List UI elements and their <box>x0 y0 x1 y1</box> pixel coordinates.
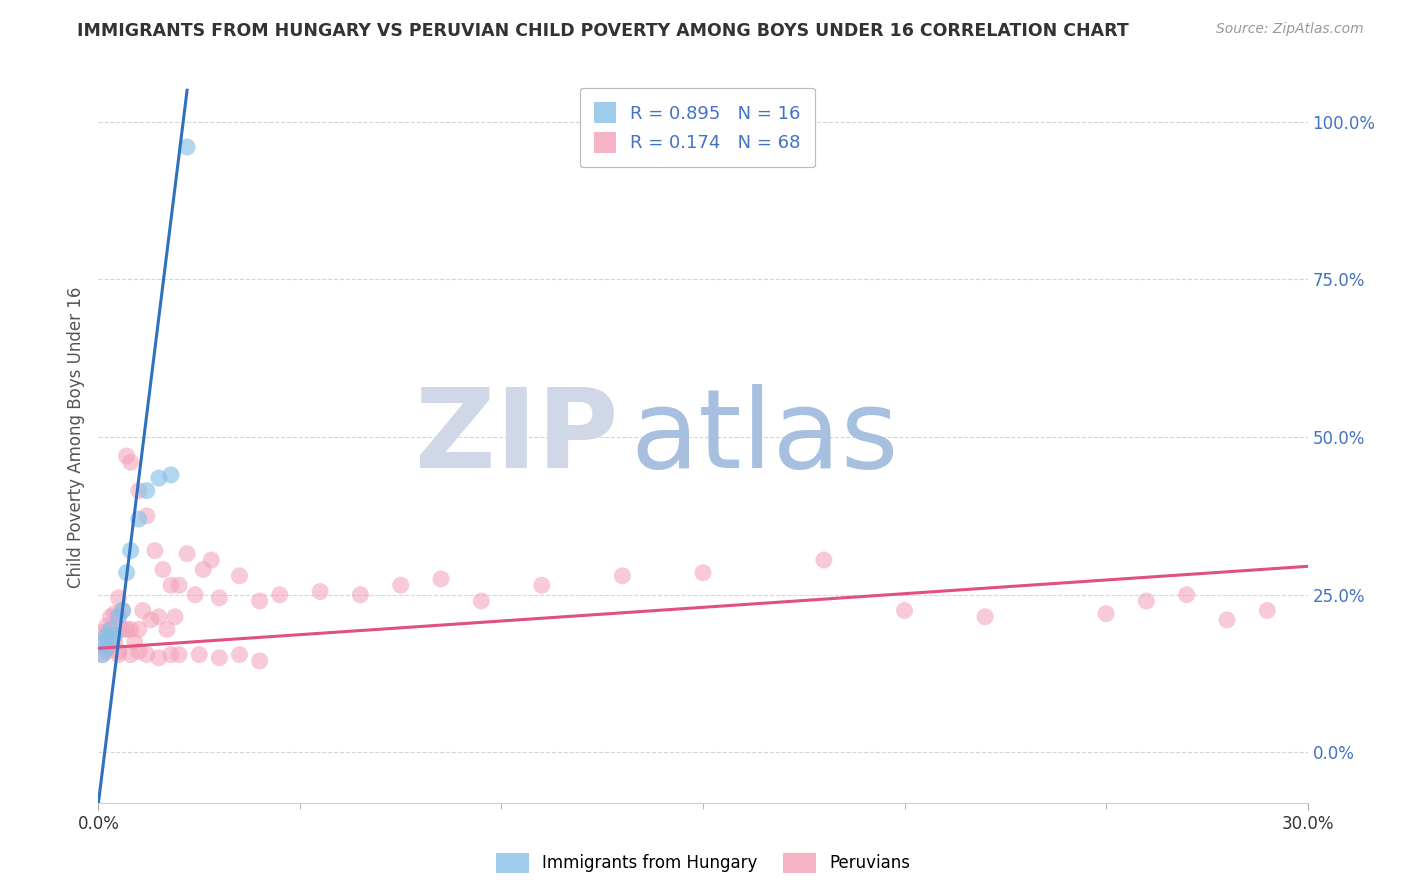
Text: ZIP: ZIP <box>415 384 619 491</box>
Text: Source: ZipAtlas.com: Source: ZipAtlas.com <box>1216 22 1364 37</box>
Text: atlas: atlas <box>630 384 898 491</box>
Point <box>160 578 183 592</box>
Point <box>115 623 138 637</box>
Point <box>120 455 142 469</box>
Point <box>91 625 114 640</box>
Point <box>100 638 122 652</box>
Point <box>167 578 190 592</box>
Point <box>612 569 634 583</box>
Point <box>152 562 174 576</box>
Point <box>107 591 129 605</box>
Point <box>1095 607 1118 621</box>
Point <box>111 603 134 617</box>
Point <box>100 635 122 649</box>
Point <box>107 644 129 658</box>
Point <box>96 619 118 633</box>
Point <box>107 648 129 662</box>
Point <box>228 569 250 583</box>
Point <box>91 638 114 652</box>
Point <box>120 623 142 637</box>
Point <box>193 562 215 576</box>
Point <box>135 483 157 498</box>
Point <box>309 584 332 599</box>
Point <box>135 508 157 523</box>
Point <box>128 512 150 526</box>
Point <box>103 635 125 649</box>
Point <box>103 629 125 643</box>
Point <box>115 566 138 580</box>
Point <box>111 603 134 617</box>
Point <box>176 140 198 154</box>
Point <box>128 644 150 658</box>
Point <box>269 588 291 602</box>
Legend: R = 0.895   N = 16, R = 0.174   N = 68: R = 0.895 N = 16, R = 0.174 N = 68 <box>579 87 815 168</box>
Point <box>1256 603 1278 617</box>
Point <box>107 609 129 624</box>
Point <box>103 607 125 621</box>
Y-axis label: Child Poverty Among Boys Under 16: Child Poverty Among Boys Under 16 <box>66 286 84 588</box>
Point <box>128 623 150 637</box>
Point <box>160 467 183 482</box>
Point <box>143 543 166 558</box>
Point <box>470 594 492 608</box>
Point <box>148 471 170 485</box>
Point <box>139 613 162 627</box>
Point <box>692 566 714 580</box>
Point <box>132 603 155 617</box>
Point <box>91 648 114 662</box>
Point <box>167 648 190 662</box>
Point <box>96 629 118 643</box>
Point <box>156 623 179 637</box>
Legend: Immigrants from Hungary, Peruvians: Immigrants from Hungary, Peruvians <box>489 847 917 880</box>
Point <box>249 654 271 668</box>
Point <box>176 547 198 561</box>
Point <box>100 609 122 624</box>
Point <box>208 650 231 665</box>
Point <box>813 553 835 567</box>
Point <box>96 629 118 643</box>
Point <box>124 635 146 649</box>
Point <box>96 641 118 656</box>
Point <box>100 623 122 637</box>
Point <box>200 553 222 567</box>
Point <box>120 648 142 662</box>
Point <box>100 623 122 637</box>
Point <box>107 609 129 624</box>
Point <box>349 588 371 602</box>
Point <box>148 609 170 624</box>
Point <box>188 648 211 662</box>
Point <box>135 648 157 662</box>
Point <box>249 594 271 608</box>
Point <box>430 572 453 586</box>
Point <box>1135 594 1157 608</box>
Point <box>120 543 142 558</box>
Point <box>389 578 412 592</box>
Point <box>111 623 134 637</box>
Point <box>893 603 915 617</box>
Point <box>530 578 553 592</box>
Point <box>115 449 138 463</box>
Point <box>96 644 118 658</box>
Point <box>148 650 170 665</box>
Point <box>91 635 114 649</box>
Point <box>228 648 250 662</box>
Point <box>208 591 231 605</box>
Point <box>91 648 114 662</box>
Point <box>163 609 186 624</box>
Point <box>1175 588 1198 602</box>
Point <box>974 609 997 624</box>
Point <box>160 648 183 662</box>
Point <box>1216 613 1239 627</box>
Point <box>184 588 207 602</box>
Point <box>128 483 150 498</box>
Text: IMMIGRANTS FROM HUNGARY VS PERUVIAN CHILD POVERTY AMONG BOYS UNDER 16 CORRELATIO: IMMIGRANTS FROM HUNGARY VS PERUVIAN CHIL… <box>77 22 1129 40</box>
